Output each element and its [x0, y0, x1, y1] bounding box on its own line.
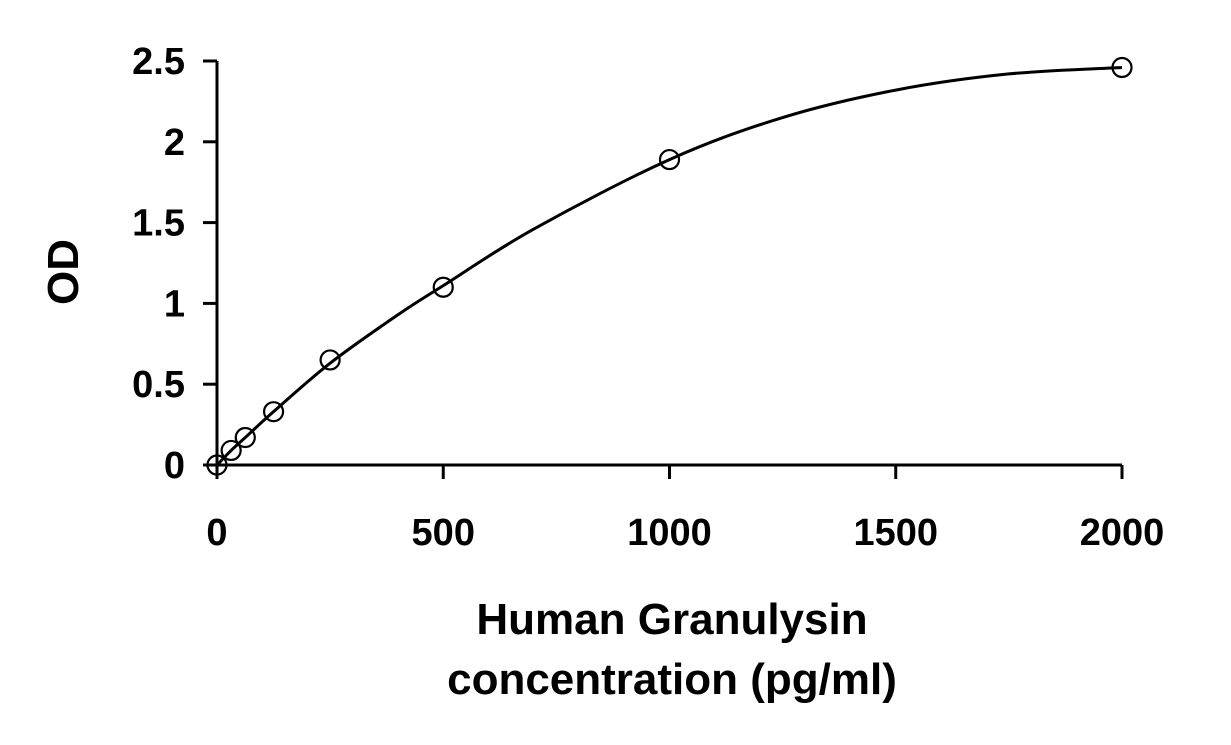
data-point [234, 426, 256, 449]
data-point [262, 401, 285, 423]
data-point [658, 148, 681, 171]
x-axis-ticks: 0 500 1000 1500 2000 [206, 465, 1164, 554]
y-tick-label: 1.5 [132, 203, 185, 245]
data-point [319, 349, 341, 371]
y-axis-ticks: 0 0.5 1 1.5 2 2.5 [132, 41, 217, 487]
data-point [206, 454, 228, 476]
x-tick-label: 0 [206, 512, 227, 554]
x-tick-label: 500 [412, 512, 475, 554]
y-tick-label: 0 [164, 445, 185, 487]
x-tick-label: 2000 [1080, 512, 1165, 554]
x-axis-title-line-1: Human Granulysin [476, 595, 867, 644]
axes [203, 61, 1122, 467]
data-points [206, 56, 1133, 476]
x-tick-label: 1000 [627, 512, 712, 554]
y-tick-label: 0.5 [132, 364, 185, 406]
data-point [1111, 56, 1133, 79]
data-point [432, 276, 454, 298]
fitted-curve [215, 65, 1123, 467]
x-tick-label: 1500 [853, 512, 938, 554]
y-axis-title: OD [39, 239, 88, 305]
x-axis-title-line-2: concentration (pg/ml) [447, 655, 897, 704]
y-tick-label: 2.5 [132, 41, 185, 83]
data-point [220, 439, 242, 462]
y-tick-label: 2 [164, 122, 185, 164]
y-tick-label: 1 [164, 283, 185, 325]
